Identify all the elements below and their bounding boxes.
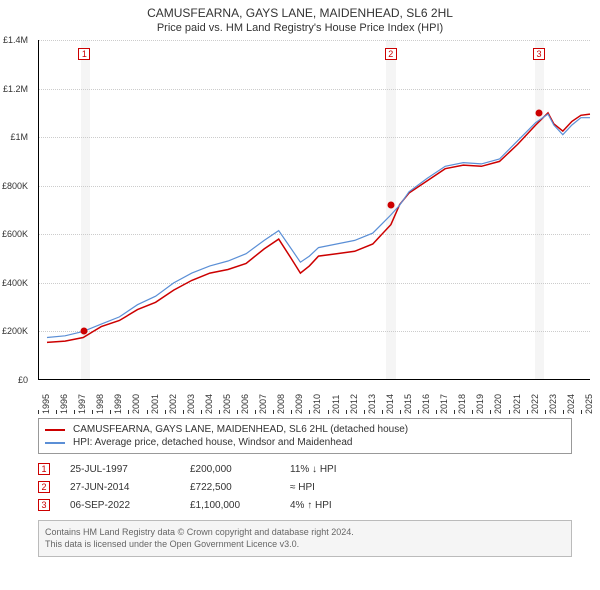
x-tick-label: 2024 [566, 394, 576, 414]
x-tick-label: 2017 [439, 394, 449, 414]
sales-price: £722,500 [190, 482, 290, 493]
sales-num: 3 [38, 499, 50, 511]
sale-marker-box: 1 [78, 48, 90, 60]
y-axis: £0£200K£400K£600K£800K£1M£1.2M£1.4M [0, 40, 30, 410]
chart-area: £0£200K£400K£600K£800K£1M£1.2M£1.4M 1995… [30, 40, 590, 410]
title-line2: Price paid vs. HM Land Registry's House … [0, 22, 600, 34]
x-tick-label: 2021 [512, 394, 522, 414]
x-tick-label: 2014 [385, 394, 395, 414]
sales-hpi: 4% ↑ HPI [290, 500, 390, 511]
y-tick-label: £400K [2, 278, 28, 288]
x-tick-label: 2016 [421, 394, 431, 414]
x-tick-label: 2001 [150, 394, 160, 414]
sale-marker-dot [535, 109, 542, 116]
x-tick-label: 2022 [530, 394, 540, 414]
sales-num: 2 [38, 481, 50, 493]
x-tick-label: 1995 [41, 394, 51, 414]
x-tick-label: 2011 [331, 395, 341, 414]
sales-table: 1 25-JUL-1997£200,00011% ↓ HPI 2 27-JUN-201… [38, 460, 572, 514]
y-tick-label: £1.2M [3, 84, 28, 94]
series-hpi [47, 114, 590, 337]
sales-num: 1 [38, 463, 50, 475]
sales-date: 25-JUL-1997 [70, 464, 190, 475]
x-tick-label: 2002 [168, 394, 178, 414]
y-tick-label: £600K [2, 229, 28, 239]
sales-date: 27-JUN-2014 [70, 482, 190, 493]
x-tick-label: 2023 [548, 394, 558, 414]
plot-region [38, 40, 590, 380]
attribution-line1: Contains HM Land Registry data © Crown c… [45, 527, 565, 539]
x-tick-label: 1999 [113, 394, 123, 414]
sales-date: 06-SEP-2022 [70, 500, 190, 511]
x-tick-label: 2018 [457, 394, 467, 414]
x-tick-label: 2003 [186, 394, 196, 414]
x-tick-label: 2004 [204, 394, 214, 414]
x-tick-label: 1998 [95, 394, 105, 414]
x-tick-label: 1997 [77, 394, 87, 414]
series-price_paid [47, 113, 590, 343]
sale-marker-box: 2 [385, 48, 397, 60]
x-tick-label: 2000 [131, 394, 141, 414]
x-tick-label: 2020 [493, 394, 503, 414]
chart-lines [47, 40, 599, 380]
title-line1: CAMUSFEARNA, GAYS LANE, MAIDENHEAD, SL6 … [0, 6, 600, 20]
sales-hpi: 11% ↓ HPI [290, 464, 390, 475]
y-tick-label: £0 [18, 375, 28, 385]
sale-marker-box: 3 [533, 48, 545, 60]
sales-hpi: ≈ HPI [290, 482, 390, 493]
sales-price: £200,000 [190, 464, 290, 475]
y-tick-label: £200K [2, 326, 28, 336]
sales-price: £1,100,000 [190, 500, 290, 511]
x-tick-label: 2008 [276, 394, 286, 414]
chart-title: CAMUSFEARNA, GAYS LANE, MAIDENHEAD, SL6 … [0, 0, 600, 36]
x-tick-label: 2013 [367, 394, 377, 414]
y-tick-label: £1.4M [3, 35, 28, 45]
x-tick-label: 2025 [584, 394, 594, 414]
x-tick-label: 2006 [240, 394, 250, 414]
sale-marker-dot [387, 201, 394, 208]
x-tick-label: 1996 [59, 394, 69, 414]
x-axis: 1995199619971998199920002001200220032004… [38, 410, 590, 440]
x-tick-label: 2005 [222, 394, 232, 414]
sales-row: 3 06-SEP-2022£1,100,0004% ↑ HPI [38, 496, 572, 514]
x-tick-label: 2019 [475, 394, 485, 414]
y-tick-label: £800K [2, 181, 28, 191]
x-tick-label: 2012 [349, 394, 359, 414]
x-tick-label: 2015 [403, 394, 413, 414]
sales-row: 2 27-JUN-2014£722,500≈ HPI [38, 478, 572, 496]
attribution-line2: This data is licensed under the Open Gov… [45, 539, 565, 551]
x-tick-label: 2007 [258, 394, 268, 414]
x-tick-label: 2009 [294, 394, 304, 414]
legend-swatch [45, 442, 65, 444]
attribution: Contains HM Land Registry data © Crown c… [38, 520, 572, 557]
x-tick-label: 2010 [312, 394, 322, 414]
sale-marker-dot [81, 328, 88, 335]
y-tick-label: £1M [10, 132, 28, 142]
sales-row: 1 25-JUL-1997£200,00011% ↓ HPI [38, 460, 572, 478]
